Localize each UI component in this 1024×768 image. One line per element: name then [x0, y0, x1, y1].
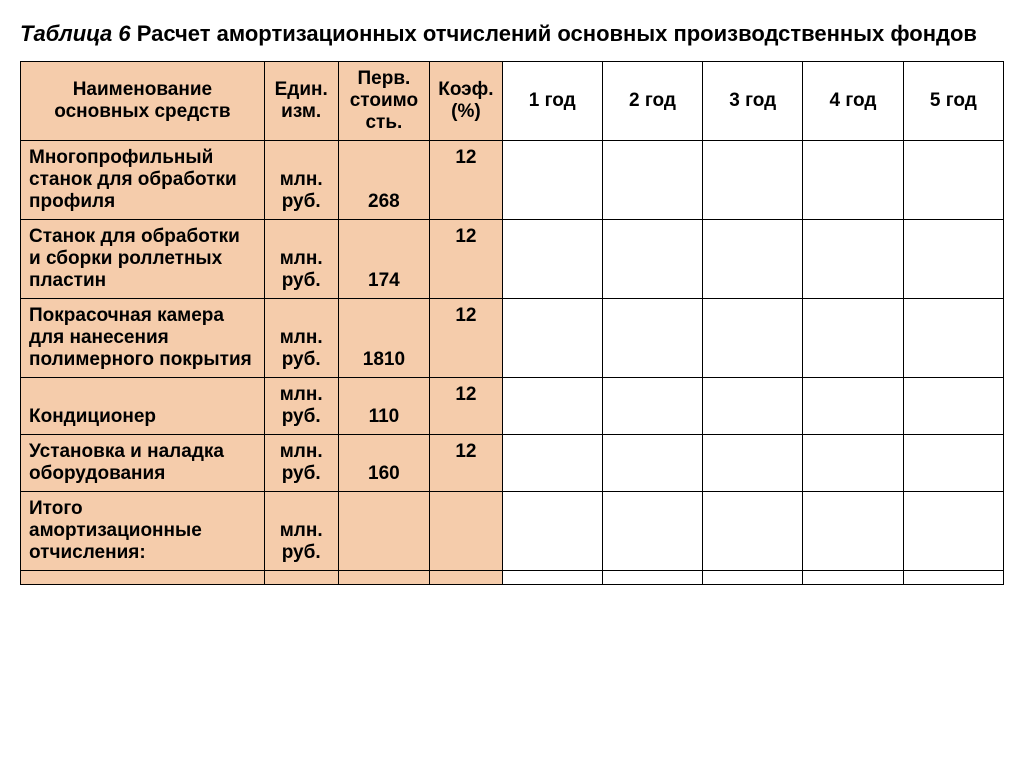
cell-unit: млн. руб.: [264, 140, 338, 219]
cell-year-5: [903, 140, 1003, 219]
cell-coef: 12: [430, 140, 502, 219]
cell-year-1: [502, 219, 602, 298]
col-header-y1: 1 год: [502, 61, 602, 140]
cell-coef: 12: [430, 377, 502, 434]
spacer-cell: [502, 570, 602, 584]
cell-year-4: [803, 298, 903, 377]
spacer-cell: [803, 570, 903, 584]
cell-coef: 12: [430, 219, 502, 298]
table-row: Итого амортизационные отчисления:млн. ру…: [21, 491, 1004, 570]
cell-cost: 268: [338, 140, 430, 219]
table-row: Станок для обработки и сборки роллетных …: [21, 219, 1004, 298]
table-row: Кондиционермлн. руб.11012: [21, 377, 1004, 434]
cell-year-2: [602, 140, 702, 219]
col-header-y3: 3 год: [703, 61, 803, 140]
col-header-name: Наименование основных средств: [21, 61, 265, 140]
cell-year-2: [602, 377, 702, 434]
title-prefix: Таблица 6: [20, 21, 131, 46]
table-row: Покрасочная камера для нанесения полимер…: [21, 298, 1004, 377]
cell-year-1: [502, 377, 602, 434]
cell-year-1: [502, 491, 602, 570]
cell-name: Станок для обработки и сборки роллетных …: [21, 219, 265, 298]
cell-year-1: [502, 298, 602, 377]
table-row: Многопрофильный станок для обработки про…: [21, 140, 1004, 219]
cell-unit: млн. руб.: [264, 298, 338, 377]
cell-name: Установка и наладка оборудования: [21, 434, 265, 491]
cell-cost: 1810: [338, 298, 430, 377]
cell-year-5: [903, 377, 1003, 434]
table-row: Установка и наладка оборудованиямлн. руб…: [21, 434, 1004, 491]
cell-year-4: [803, 434, 903, 491]
amortization-table: Наименование основных средств Един. изм.…: [20, 61, 1004, 585]
cell-year-2: [602, 298, 702, 377]
cell-year-5: [903, 434, 1003, 491]
cell-name: Покрасочная камера для нанесения полимер…: [21, 298, 265, 377]
spacer-cell: [338, 570, 430, 584]
col-header-coef: Коэф. (%): [430, 61, 502, 140]
spacer-cell: [21, 570, 265, 584]
cell-year-1: [502, 434, 602, 491]
cell-year-5: [903, 491, 1003, 570]
spacer-cell: [602, 570, 702, 584]
cell-year-1: [502, 140, 602, 219]
cell-year-3: [703, 377, 803, 434]
cell-name: Итого амортизационные отчисления:: [21, 491, 265, 570]
col-header-cost: Перв. стоимо сть.: [338, 61, 430, 140]
cell-year-3: [703, 491, 803, 570]
cell-unit: млн. руб.: [264, 219, 338, 298]
cell-name: Многопрофильный станок для обработки про…: [21, 140, 265, 219]
cell-coef: 12: [430, 298, 502, 377]
cell-year-4: [803, 140, 903, 219]
col-header-y2: 2 год: [602, 61, 702, 140]
spacer-cell: [264, 570, 338, 584]
cell-year-3: [703, 434, 803, 491]
cell-year-2: [602, 434, 702, 491]
cell-year-2: [602, 491, 702, 570]
table-title: Таблица 6 Расчет амортизационных отчисле…: [20, 20, 1004, 49]
cell-coef: [430, 491, 502, 570]
cell-unit: млн. руб.: [264, 377, 338, 434]
spacer-row: [21, 570, 1004, 584]
cell-cost: [338, 491, 430, 570]
cell-year-3: [703, 219, 803, 298]
cell-cost: 110: [338, 377, 430, 434]
cell-unit: млн. руб.: [264, 434, 338, 491]
cell-year-4: [803, 491, 903, 570]
cell-year-3: [703, 140, 803, 219]
cell-year-5: [903, 298, 1003, 377]
cell-coef: 12: [430, 434, 502, 491]
header-row: Наименование основных средств Един. изм.…: [21, 61, 1004, 140]
cell-year-4: [803, 377, 903, 434]
cell-year-2: [602, 219, 702, 298]
title-rest: Расчет амортизационных отчислений основн…: [131, 21, 977, 46]
cell-year-3: [703, 298, 803, 377]
spacer-cell: [430, 570, 502, 584]
col-header-y4: 4 год: [803, 61, 903, 140]
cell-name: Кондиционер: [21, 377, 265, 434]
col-header-unit: Един. изм.: [264, 61, 338, 140]
cell-year-5: [903, 219, 1003, 298]
cell-cost: 160: [338, 434, 430, 491]
spacer-cell: [903, 570, 1003, 584]
spacer-cell: [703, 570, 803, 584]
col-header-y5: 5 год: [903, 61, 1003, 140]
cell-cost: 174: [338, 219, 430, 298]
cell-year-4: [803, 219, 903, 298]
cell-unit: млн. руб.: [264, 491, 338, 570]
